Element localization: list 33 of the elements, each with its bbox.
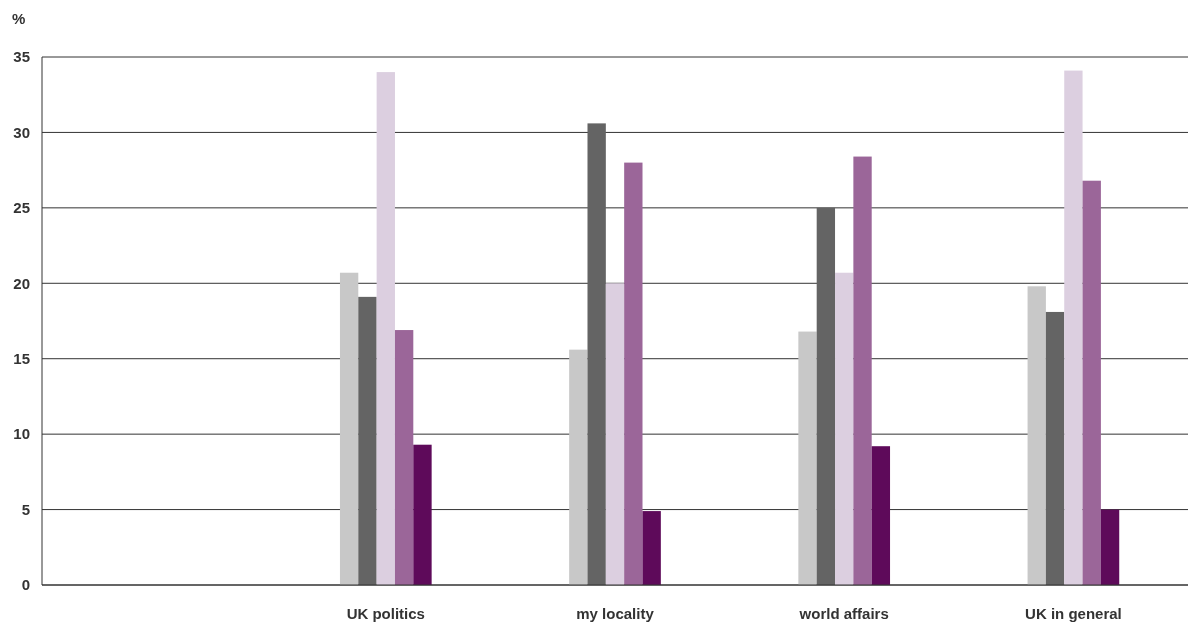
y-axis-title: % [12, 10, 26, 27]
bar [413, 444, 432, 585]
bar [339, 272, 359, 585]
bar [1082, 180, 1101, 585]
bar [394, 330, 414, 585]
bar [1064, 70, 1083, 585]
x-tick-label: UK in general [1025, 605, 1122, 622]
x-tick-label: UK politics [346, 605, 425, 622]
bar [871, 446, 891, 585]
bar [587, 123, 606, 585]
bar [1045, 311, 1065, 585]
y-tick-label: 30 [13, 123, 30, 141]
x-tick-label: my locality [576, 605, 655, 622]
bar [1027, 286, 1046, 585]
y-tick-label: 10 [13, 425, 30, 443]
y-tick-label: 20 [13, 274, 30, 292]
bar [376, 72, 395, 585]
bar [816, 207, 836, 585]
bar [605, 283, 625, 585]
y-tick-label: 15 [13, 349, 30, 367]
bar [835, 272, 854, 585]
bar [569, 349, 588, 585]
bar [624, 162, 643, 585]
y-tick-label: 0 [21, 576, 30, 594]
bar [358, 296, 377, 585]
y-tick-label: 35 [13, 48, 30, 66]
y-tick-label: 25 [13, 199, 30, 217]
bar [642, 511, 661, 585]
x-tick-label: world affairs [798, 605, 889, 622]
bar [798, 331, 817, 585]
bar [1100, 509, 1120, 585]
y-tick-label: 5 [21, 500, 30, 518]
bar [853, 156, 872, 585]
